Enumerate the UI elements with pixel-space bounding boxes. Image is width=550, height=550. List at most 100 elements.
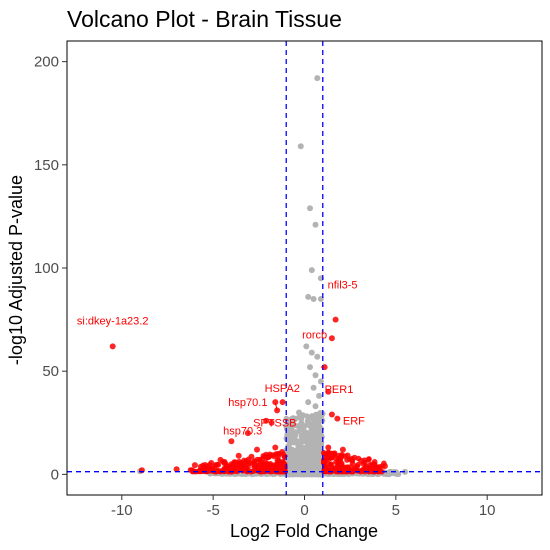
data-point-significant bbox=[272, 444, 279, 451]
data-point bbox=[314, 353, 321, 360]
data-point-significant bbox=[275, 450, 282, 457]
gene-label: HSPA2 bbox=[265, 383, 300, 395]
gene-label: PER1 bbox=[325, 384, 354, 396]
data-point-significant bbox=[217, 456, 224, 463]
data-point bbox=[312, 452, 319, 459]
data-point bbox=[310, 296, 317, 302]
data-point bbox=[297, 143, 304, 150]
data-point-significant bbox=[173, 466, 180, 473]
y-tick-label: 200 bbox=[34, 54, 59, 71]
data-point-significant bbox=[263, 417, 270, 424]
data-point-significant bbox=[336, 452, 343, 459]
gene-label: nfil3-5 bbox=[328, 280, 358, 292]
density-point bbox=[295, 443, 302, 449]
density-point-significant bbox=[223, 468, 230, 474]
data-point-significant bbox=[325, 444, 332, 451]
gene-label: SPTSSB bbox=[253, 417, 296, 429]
density-point bbox=[308, 422, 315, 429]
density-point-significant bbox=[354, 463, 361, 470]
x-axis-label: Log2 Fold Change bbox=[230, 521, 378, 541]
density-point-significant bbox=[213, 468, 220, 475]
gene-label: hsp70.3 bbox=[223, 426, 262, 438]
data-point-significant bbox=[339, 446, 346, 453]
data-point bbox=[310, 384, 317, 391]
data-point-significant bbox=[274, 407, 281, 414]
data-point-significant bbox=[376, 464, 383, 471]
data-point-significant bbox=[349, 455, 355, 462]
data-point bbox=[305, 293, 312, 300]
data-point-significant bbox=[328, 411, 335, 418]
x-tick-label: 0 bbox=[300, 502, 308, 519]
plot-area bbox=[67, 41, 542, 495]
density-point-significant bbox=[243, 458, 250, 464]
data-point bbox=[303, 448, 310, 455]
label-leader-line bbox=[274, 402, 278, 411]
data-point bbox=[308, 349, 315, 356]
density-point-significant bbox=[354, 468, 361, 474]
data-point bbox=[316, 417, 323, 424]
gene-label: si:dkey-1a23.2 bbox=[77, 315, 149, 327]
data-point bbox=[307, 364, 313, 371]
data-point bbox=[299, 426, 306, 432]
density-point-significant bbox=[259, 465, 265, 471]
data-point bbox=[312, 221, 319, 228]
density-point-significant bbox=[257, 456, 263, 463]
data-point bbox=[297, 452, 304, 459]
y-tick-label: 150 bbox=[34, 157, 59, 174]
density-point-significant bbox=[237, 462, 244, 468]
data-point-significant bbox=[367, 462, 374, 469]
data-point bbox=[312, 372, 319, 379]
density-point-significant bbox=[274, 461, 280, 467]
density-point-significant bbox=[262, 459, 269, 465]
density-point-significant bbox=[282, 464, 288, 470]
data-point bbox=[402, 468, 408, 475]
data-point-significant bbox=[228, 438, 235, 445]
data-point bbox=[299, 465, 306, 472]
density-point bbox=[283, 415, 290, 422]
density-point bbox=[298, 458, 304, 465]
data-point bbox=[316, 392, 323, 399]
density-point bbox=[386, 469, 393, 475]
data-point-significant bbox=[325, 388, 332, 395]
density-point-significant bbox=[278, 468, 285, 475]
density-point bbox=[301, 432, 308, 439]
data-point bbox=[310, 428, 317, 434]
data-point bbox=[307, 459, 313, 465]
gene-labels: si:dkey-1a23.2 nfil3-5 rorcb PER1 HSPA2 hsp70… bbox=[77, 280, 365, 438]
data-point bbox=[312, 403, 319, 410]
density-point-significant bbox=[345, 452, 351, 459]
density-point bbox=[316, 427, 322, 434]
data-point bbox=[292, 461, 299, 467]
density-point bbox=[304, 413, 310, 420]
data-point bbox=[316, 463, 323, 470]
x-tick-label: -10 bbox=[111, 502, 133, 519]
data-point-significant bbox=[328, 335, 335, 342]
density-point-significant bbox=[366, 456, 372, 462]
density-point bbox=[291, 471, 298, 477]
density-point-significant bbox=[232, 459, 239, 466]
data-point bbox=[303, 343, 310, 350]
x-tick-label: 10 bbox=[479, 502, 496, 519]
data-point bbox=[290, 417, 297, 424]
data-point-significant bbox=[279, 399, 286, 406]
data-point bbox=[305, 399, 312, 406]
density-point bbox=[315, 422, 321, 429]
y-axis-label: -log10 Adjusted P-value bbox=[6, 175, 26, 365]
data-point bbox=[294, 438, 301, 445]
data-point-significant bbox=[272, 399, 279, 406]
density-point bbox=[286, 422, 293, 428]
density-point-significant bbox=[359, 468, 365, 474]
data-point-significant bbox=[334, 415, 341, 422]
density-point bbox=[319, 412, 325, 419]
data-point-significant bbox=[248, 453, 255, 460]
y-tick-label: 0 bbox=[51, 466, 59, 483]
density-point-significant bbox=[328, 461, 334, 468]
data-point bbox=[308, 413, 315, 420]
gene-label: ERF bbox=[343, 416, 365, 428]
data-point-significant bbox=[109, 343, 116, 350]
data-point bbox=[314, 434, 321, 441]
data-point-significant bbox=[332, 316, 339, 323]
data-point-significant bbox=[244, 430, 251, 437]
